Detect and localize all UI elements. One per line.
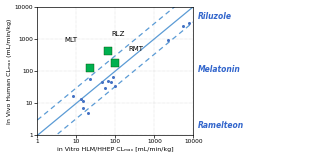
Text: MLT: MLT bbox=[65, 37, 78, 43]
Text: Ramelteon: Ramelteon bbox=[198, 121, 244, 130]
Y-axis label: In Vivo Human CLₘₐₓ (mL/min/kg): In Vivo Human CLₘₐₓ (mL/min/kg) bbox=[7, 18, 12, 124]
Text: Melatonin: Melatonin bbox=[198, 65, 241, 74]
X-axis label: in Vitro HLM/HHEP CLₘₐₓ [mL/min/kg]: in Vitro HLM/HHEP CLₘₐₓ [mL/min/kg] bbox=[57, 147, 174, 152]
Text: Riluzole: Riluzole bbox=[198, 12, 232, 21]
Text: RLZ: RLZ bbox=[111, 31, 124, 37]
Text: RMT: RMT bbox=[129, 46, 144, 52]
